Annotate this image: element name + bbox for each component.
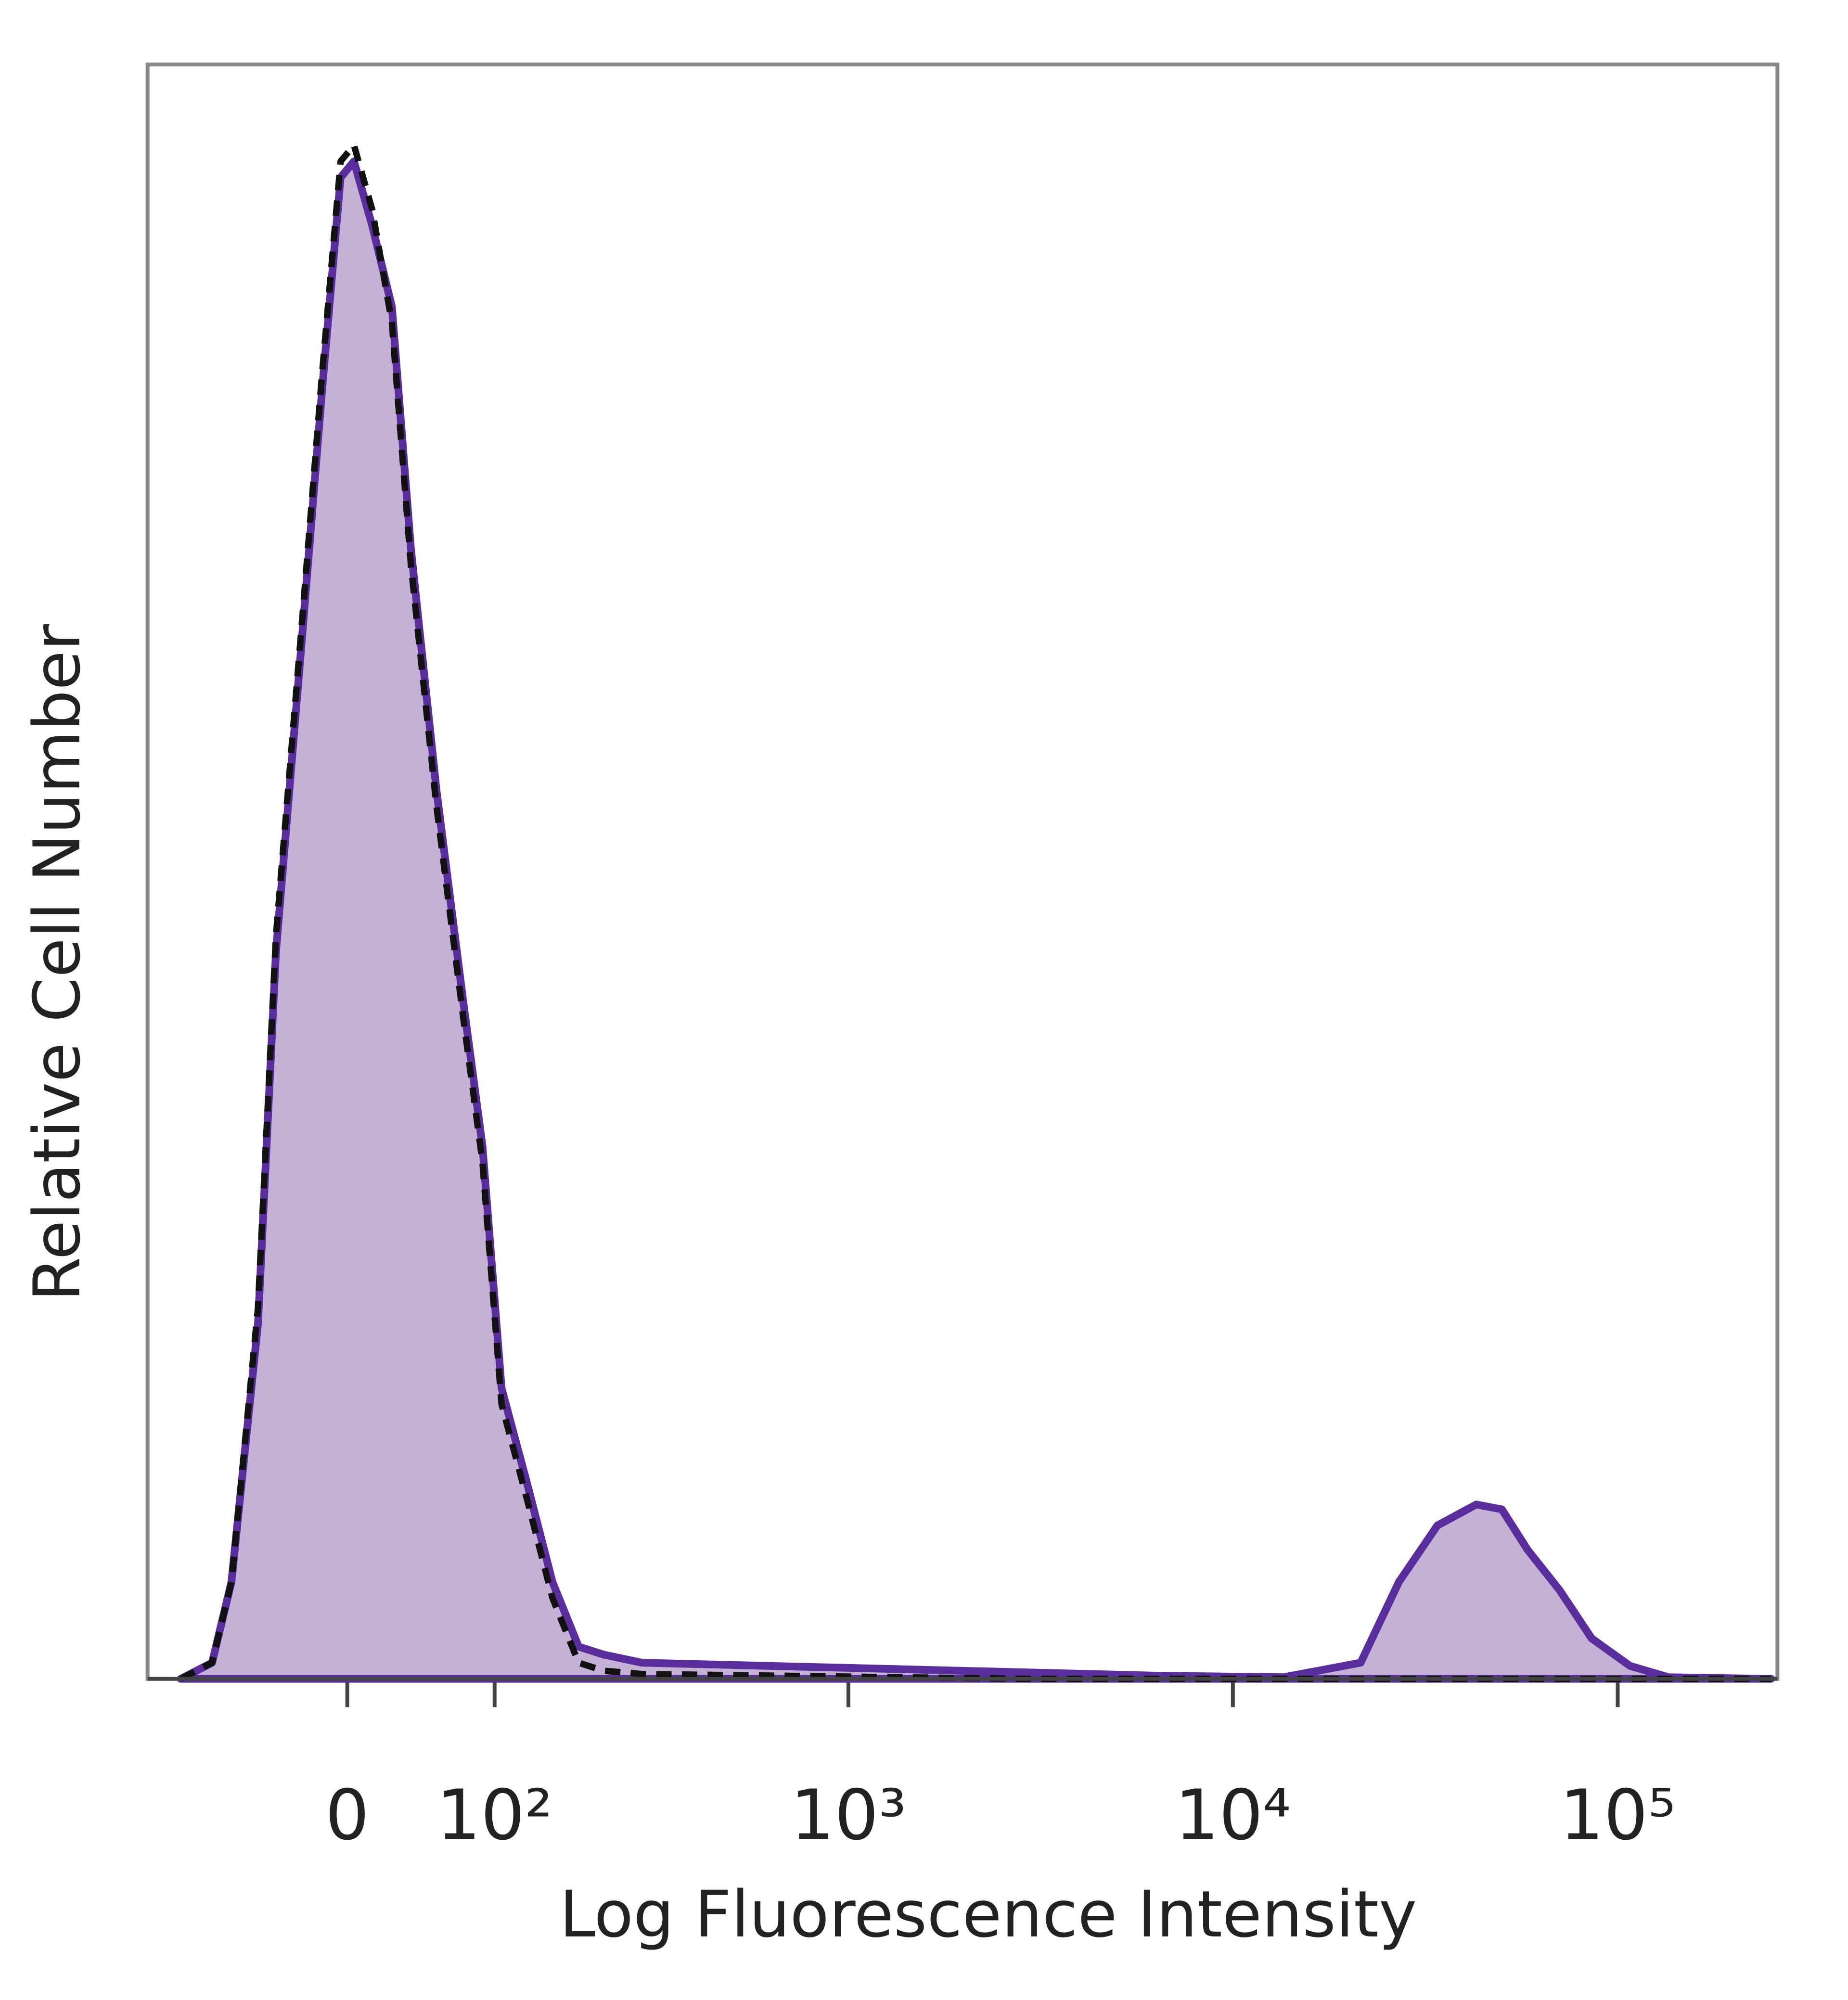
x-tick-label: 0	[325, 1775, 370, 1856]
x-tick-label: 10⁴	[1175, 1775, 1291, 1856]
x-tick-label: 10³	[790, 1775, 906, 1856]
sample-histogram	[177, 157, 1775, 1683]
y-axis-label: Relative Cell Number	[20, 624, 95, 1301]
x-tick-label: 10²	[436, 1775, 552, 1856]
x-tick-label: 10⁵	[1560, 1775, 1676, 1856]
x-axis-label: Log Fluorescence Intensity	[560, 1877, 1417, 1952]
